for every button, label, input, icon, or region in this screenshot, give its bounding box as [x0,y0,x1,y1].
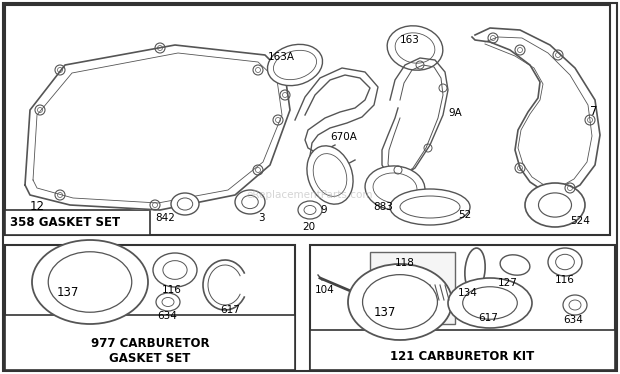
Ellipse shape [307,146,353,204]
Text: 524: 524 [570,216,590,226]
FancyBboxPatch shape [3,3,617,371]
Ellipse shape [313,154,347,196]
Ellipse shape [304,205,316,215]
FancyBboxPatch shape [5,245,295,370]
FancyBboxPatch shape [370,252,455,324]
FancyBboxPatch shape [5,210,150,235]
Ellipse shape [156,293,180,311]
Ellipse shape [298,201,322,219]
Ellipse shape [548,248,582,276]
Ellipse shape [400,196,460,218]
Ellipse shape [539,193,572,217]
Ellipse shape [525,183,585,227]
Ellipse shape [465,248,485,292]
Ellipse shape [363,275,438,329]
Ellipse shape [463,287,517,319]
Text: 617: 617 [478,313,498,323]
Ellipse shape [235,190,265,214]
Text: 3: 3 [258,213,265,223]
Ellipse shape [163,261,187,279]
Text: 116: 116 [162,285,182,295]
Ellipse shape [500,255,530,275]
Text: 137: 137 [374,306,396,319]
Text: 104: 104 [315,285,335,295]
Ellipse shape [171,193,199,215]
Text: 842: 842 [155,213,175,223]
Ellipse shape [177,198,193,210]
Text: 121 CARBURETOR KIT: 121 CARBURETOR KIT [390,350,534,363]
Text: 634: 634 [157,311,177,321]
Text: 977 CARBURETOR
GASKET SET: 977 CARBURETOR GASKET SET [91,337,210,365]
Text: 670A: 670A [330,132,357,142]
Text: 116: 116 [555,275,575,285]
Polygon shape [382,58,448,178]
Text: 9A: 9A [448,108,462,118]
Text: eReplacementParts.com: eReplacementParts.com [247,190,373,200]
Text: 9: 9 [320,205,327,215]
FancyBboxPatch shape [5,5,610,235]
Text: 20: 20 [302,222,315,232]
Ellipse shape [569,300,581,310]
Text: 52: 52 [458,210,471,220]
Ellipse shape [448,278,532,328]
Ellipse shape [563,295,587,315]
Ellipse shape [390,189,470,225]
FancyBboxPatch shape [310,330,615,370]
Ellipse shape [365,166,425,210]
Ellipse shape [48,252,132,312]
Ellipse shape [348,264,452,340]
Text: 137: 137 [57,286,79,299]
Ellipse shape [267,45,322,86]
Ellipse shape [153,253,197,287]
Ellipse shape [162,297,174,307]
Text: 163: 163 [400,35,420,45]
Ellipse shape [273,50,317,80]
Ellipse shape [387,26,443,70]
Ellipse shape [373,173,417,203]
Polygon shape [472,28,600,195]
Ellipse shape [556,254,574,270]
FancyBboxPatch shape [5,315,295,370]
Text: 634: 634 [563,315,583,325]
Text: 12: 12 [30,200,45,213]
Ellipse shape [32,240,148,324]
Text: 118: 118 [395,258,415,268]
FancyBboxPatch shape [310,245,615,370]
Text: 358 GASKET SET: 358 GASKET SET [10,216,120,229]
Text: 134: 134 [458,288,478,298]
Text: 883: 883 [373,202,393,212]
Text: 127: 127 [498,278,518,288]
Ellipse shape [242,195,259,209]
Text: 617: 617 [220,305,240,315]
Text: 163A: 163A [268,52,295,62]
Text: 7: 7 [590,105,598,118]
Polygon shape [25,45,290,210]
Ellipse shape [395,33,435,63]
